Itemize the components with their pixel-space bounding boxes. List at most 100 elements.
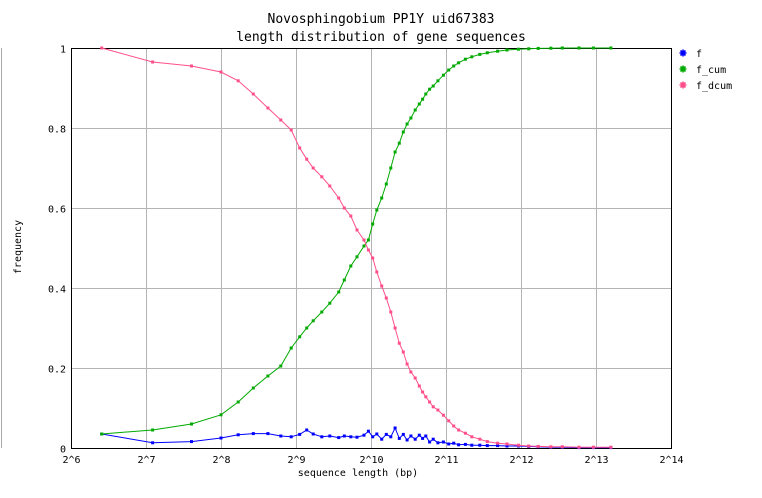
- data-point: [577, 46, 581, 50]
- data-point: [279, 434, 283, 438]
- data-point: [452, 64, 456, 68]
- data-point: [457, 428, 461, 432]
- data-point: [463, 57, 467, 61]
- data-point: [405, 362, 409, 366]
- data-point: [401, 130, 405, 134]
- data-point: [609, 46, 613, 50]
- data-point: [279, 364, 283, 368]
- data-point: [266, 106, 270, 110]
- data-point: [409, 370, 413, 374]
- data-point: [516, 443, 520, 447]
- y-tick-label: 0.4: [48, 285, 66, 296]
- x-tick-label: 2^13: [584, 455, 608, 466]
- data-point: [320, 435, 324, 439]
- data-point: [421, 97, 425, 101]
- data-point: [349, 264, 353, 268]
- data-point: [436, 408, 440, 412]
- data-point: [401, 350, 405, 354]
- data-point: [355, 435, 359, 439]
- data-point: [405, 122, 409, 126]
- x-tick-label: 2^11: [434, 455, 458, 466]
- data-point: [447, 68, 451, 72]
- data-point: [349, 435, 353, 439]
- data-point: [151, 441, 155, 445]
- x-tick-label: 2^8: [212, 455, 230, 466]
- data-point: [389, 310, 393, 314]
- data-point: [289, 346, 293, 350]
- chart-subtitle: length distribution of gene sequences: [236, 30, 526, 45]
- data-point: [151, 428, 155, 432]
- data-point: [384, 296, 388, 300]
- legend-entry: f: [696, 49, 702, 60]
- data-point: [362, 433, 366, 437]
- data-point: [496, 441, 500, 445]
- data-point: [397, 341, 401, 345]
- x-tick-label: 2^10: [359, 455, 383, 466]
- data-point: [362, 244, 366, 248]
- data-point: [279, 118, 283, 122]
- data-point: [380, 284, 384, 288]
- data-point: [375, 432, 379, 436]
- data-point: [190, 64, 193, 68]
- data-point: [457, 61, 461, 65]
- data-point: [298, 335, 302, 339]
- data-point: [485, 51, 489, 55]
- data-point: [417, 102, 421, 106]
- data-point: [421, 390, 425, 394]
- data-point: [266, 432, 270, 436]
- data-point: [355, 255, 359, 259]
- data-point: [457, 443, 461, 447]
- x-tick-label: 2^9: [287, 455, 305, 466]
- data-point: [366, 238, 370, 242]
- grid: [71, 48, 671, 448]
- data-point: [393, 426, 397, 430]
- legend: f f_cum f_dcum: [679, 49, 732, 92]
- data-point: [266, 374, 270, 378]
- data-point: [190, 422, 193, 426]
- data-point: [349, 214, 353, 218]
- data-point: [100, 432, 104, 436]
- data-point: [371, 256, 375, 260]
- data-point: [337, 196, 341, 200]
- x-tick-label: 2^7: [137, 455, 155, 466]
- data-point: [428, 440, 432, 444]
- data-point: [431, 405, 435, 409]
- data-point: [536, 444, 540, 448]
- data-point: [505, 442, 509, 446]
- data-point: [337, 290, 341, 294]
- data-point: [236, 79, 240, 83]
- y-axis-label: frequency: [13, 220, 24, 274]
- data-point: [219, 413, 223, 417]
- chart-title: Novosphingobium PP1Y uid67383: [268, 12, 495, 27]
- data-point: [362, 238, 366, 242]
- data-point: [236, 400, 240, 404]
- data-point: [298, 146, 302, 150]
- series-layer: [100, 46, 613, 450]
- data-point: [375, 270, 379, 274]
- data-point: [289, 435, 293, 439]
- data-point: [380, 196, 384, 200]
- data-point: [496, 49, 500, 53]
- data-point: [366, 248, 370, 252]
- data-point: [591, 445, 595, 449]
- data-point: [190, 440, 193, 444]
- data-point: [560, 46, 564, 50]
- data-point: [337, 436, 341, 440]
- data-point: [219, 436, 223, 440]
- data-point: [393, 326, 397, 330]
- data-point: [549, 445, 553, 449]
- data-point: [470, 435, 474, 439]
- data-point: [342, 434, 346, 438]
- data-point: [342, 206, 346, 210]
- y-tick-label: 0.6: [48, 205, 66, 216]
- data-point: [342, 278, 346, 282]
- data-point: [470, 443, 474, 447]
- data-point: [413, 376, 417, 380]
- legend-marker-icon: [679, 65, 687, 73]
- data-point: [436, 79, 440, 83]
- data-point: [536, 46, 540, 50]
- data-point: [424, 395, 428, 399]
- data-point: [447, 442, 451, 446]
- data-point: [305, 428, 309, 432]
